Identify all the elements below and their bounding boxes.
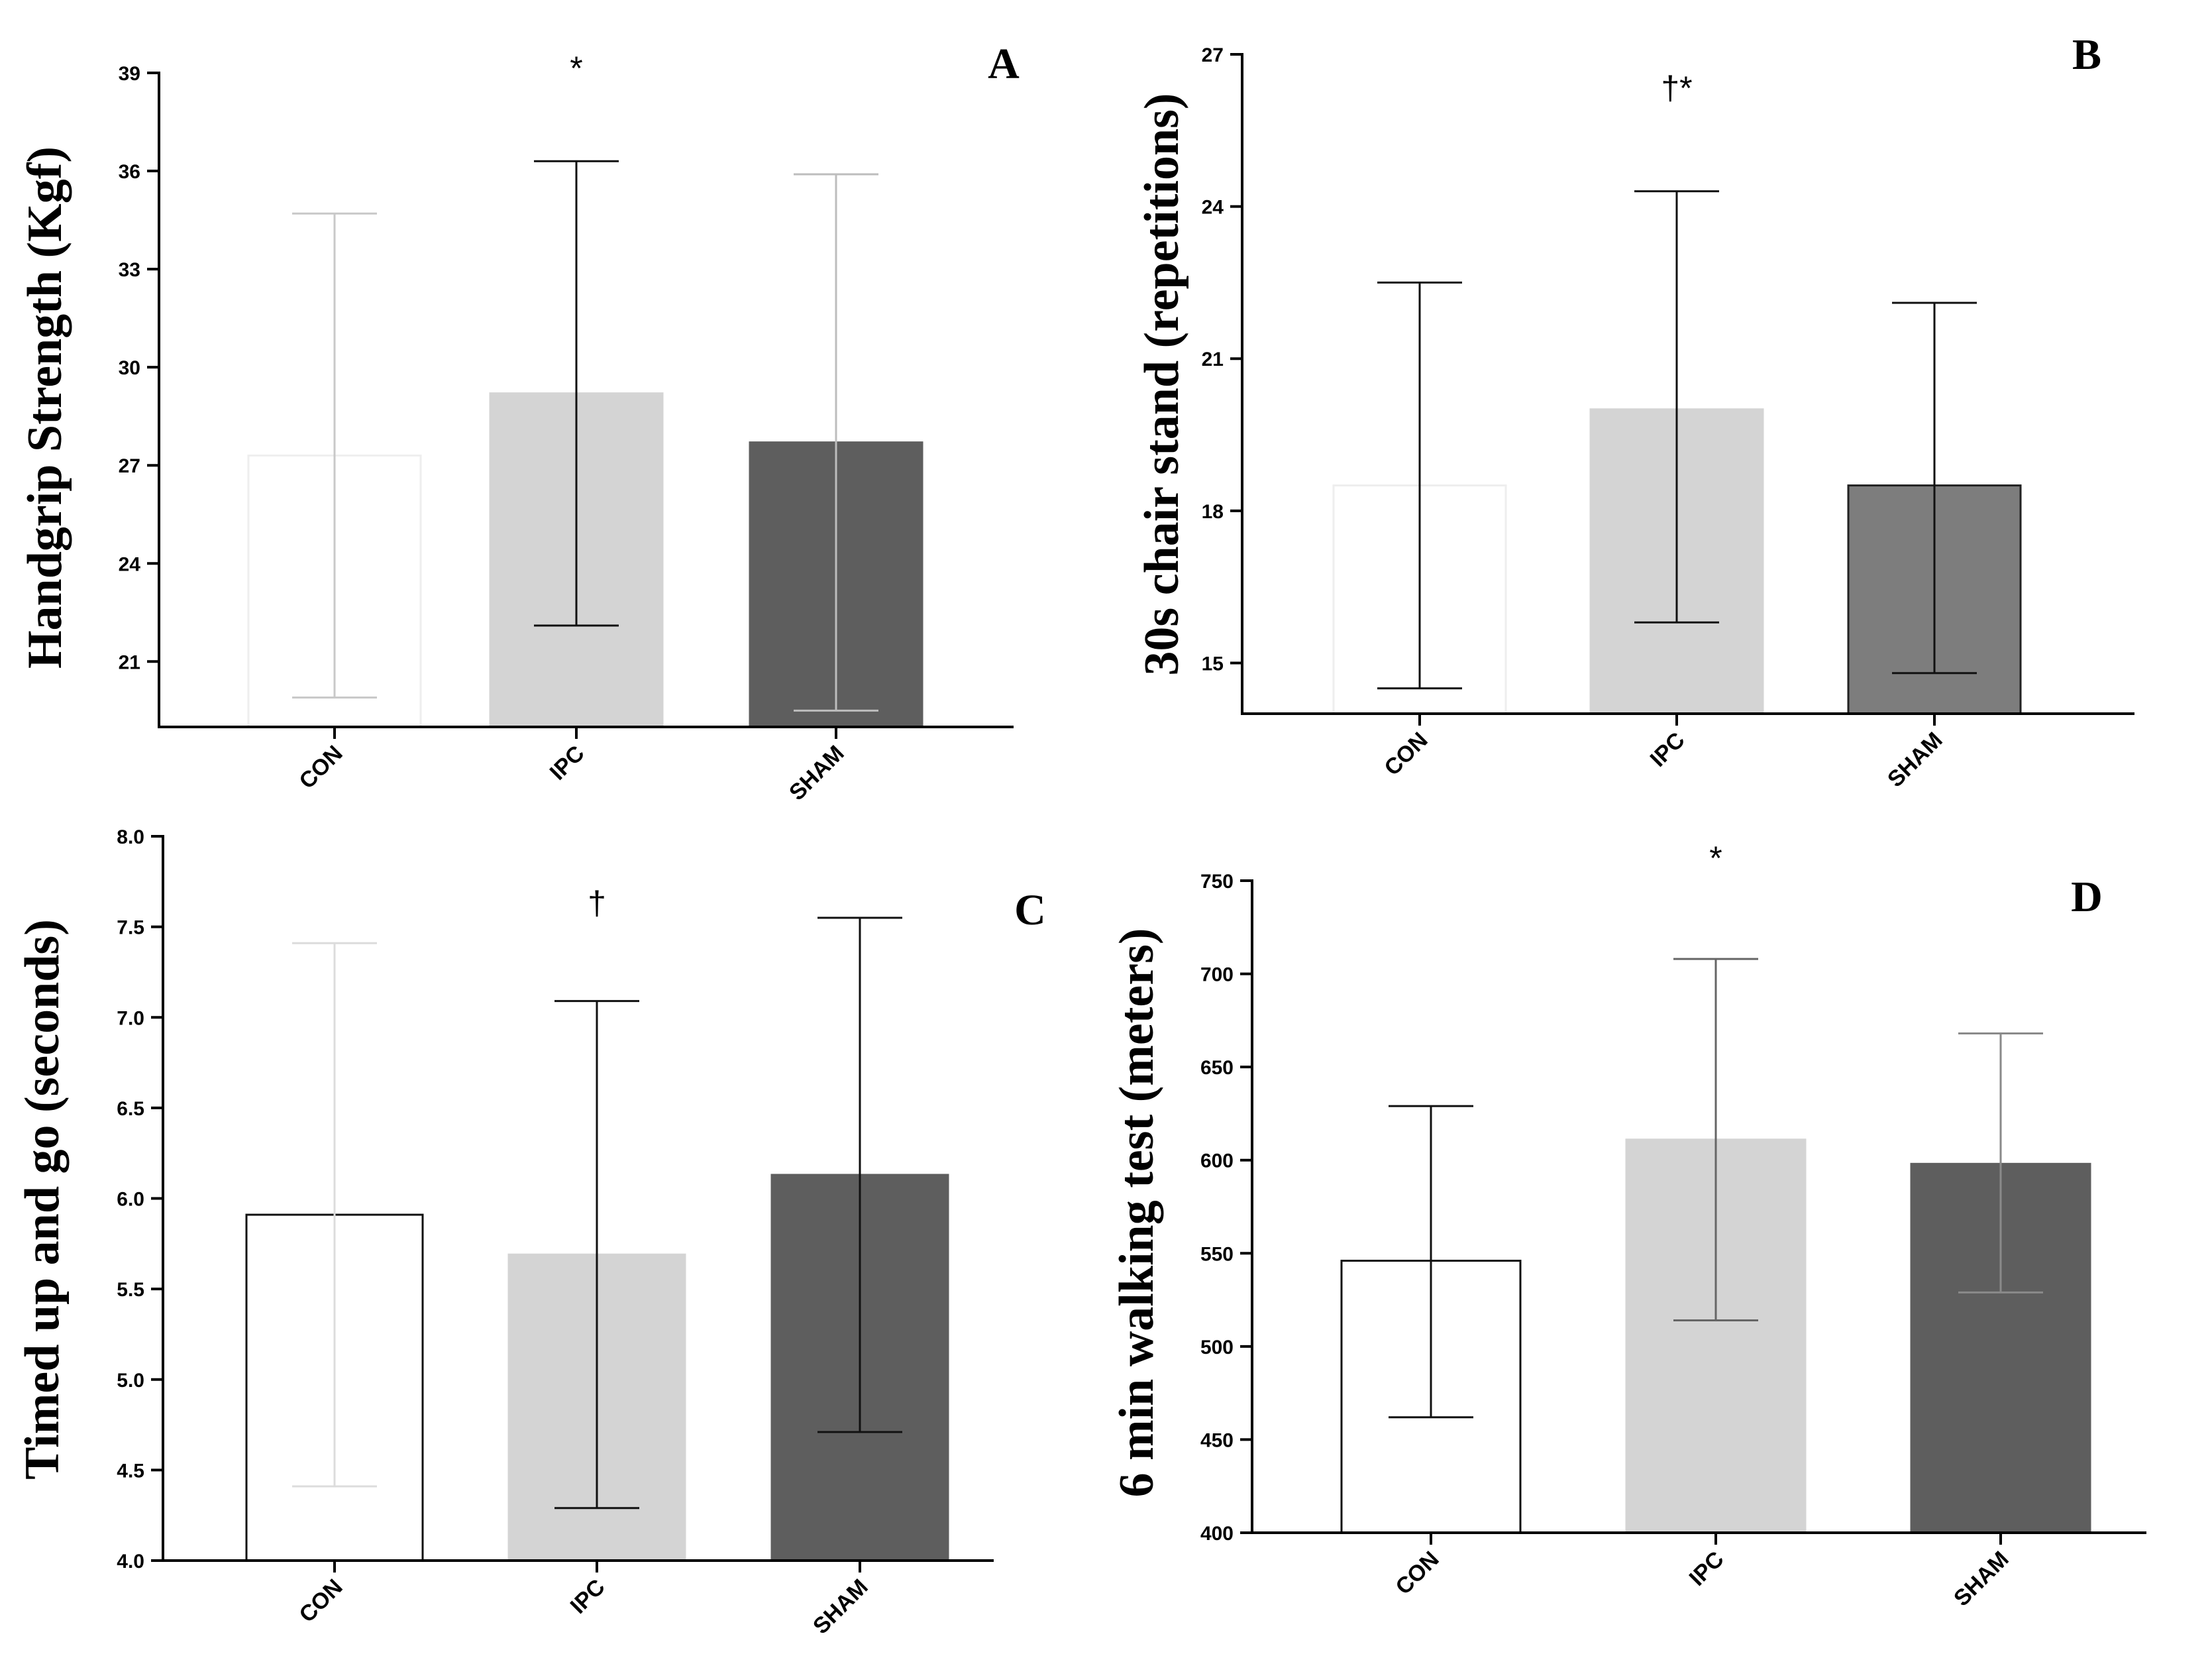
y-tick-label: 7.5: [117, 917, 144, 939]
y-tick-label: 33: [119, 259, 140, 281]
y-tick-label: 18: [1202, 501, 1224, 523]
y-tick-label: 8.0: [117, 826, 144, 848]
y-tick-label: 15: [1202, 653, 1224, 675]
panel-letter: C: [1014, 886, 1046, 934]
y-axis-title: Handgrip Strength (Kgf): [18, 146, 72, 669]
y-tick-label: 7.0: [117, 1007, 144, 1029]
significance-marker: †: [588, 885, 606, 922]
y-tick-label: 5.5: [117, 1279, 144, 1301]
y-tick-label: 24: [1202, 197, 1224, 219]
y-tick-label: 27: [1202, 44, 1224, 66]
significance-marker: *: [570, 50, 582, 87]
panel-letter: B: [2072, 30, 2101, 79]
y-tick-label: 39: [119, 63, 140, 85]
y-tick-label: 5.0: [117, 1370, 144, 1392]
y-tick-label: 400: [1200, 1523, 1234, 1545]
y-tick-label: 450: [1200, 1429, 1234, 1451]
panel-letter: A: [988, 40, 1020, 88]
y-tick-label: 24: [119, 553, 141, 575]
y-tick-label: 27: [119, 455, 140, 477]
significance-marker: *: [1709, 840, 1722, 877]
y-tick-label: 4.5: [117, 1460, 144, 1482]
y-tick-label: 30: [119, 357, 140, 379]
y-tick-label: 21: [119, 651, 140, 673]
panel-letter: D: [2071, 873, 2103, 921]
y-axis-title: 30s chair stand (repetitions): [1135, 93, 1189, 675]
y-tick-label: 36: [119, 161, 140, 183]
y-tick-label: 750: [1200, 871, 1234, 893]
y-tick-label: 600: [1200, 1150, 1234, 1172]
y-axis-title: 6 min walking test (meters): [1110, 928, 1164, 1497]
y-tick-label: 21: [1202, 349, 1224, 370]
y-tick-label: 650: [1200, 1057, 1234, 1079]
y-tick-label: 550: [1200, 1243, 1234, 1265]
significance-marker: †*: [1661, 70, 1692, 107]
y-tick-label: 6.5: [117, 1098, 144, 1120]
y-axis-title: Timed up and go (seconds): [15, 919, 70, 1480]
y-tick-label: 700: [1200, 964, 1234, 986]
y-tick-label: 4.0: [117, 1551, 144, 1573]
y-tick-label: 6.0: [117, 1189, 144, 1211]
y-tick-label: 500: [1200, 1337, 1234, 1358]
